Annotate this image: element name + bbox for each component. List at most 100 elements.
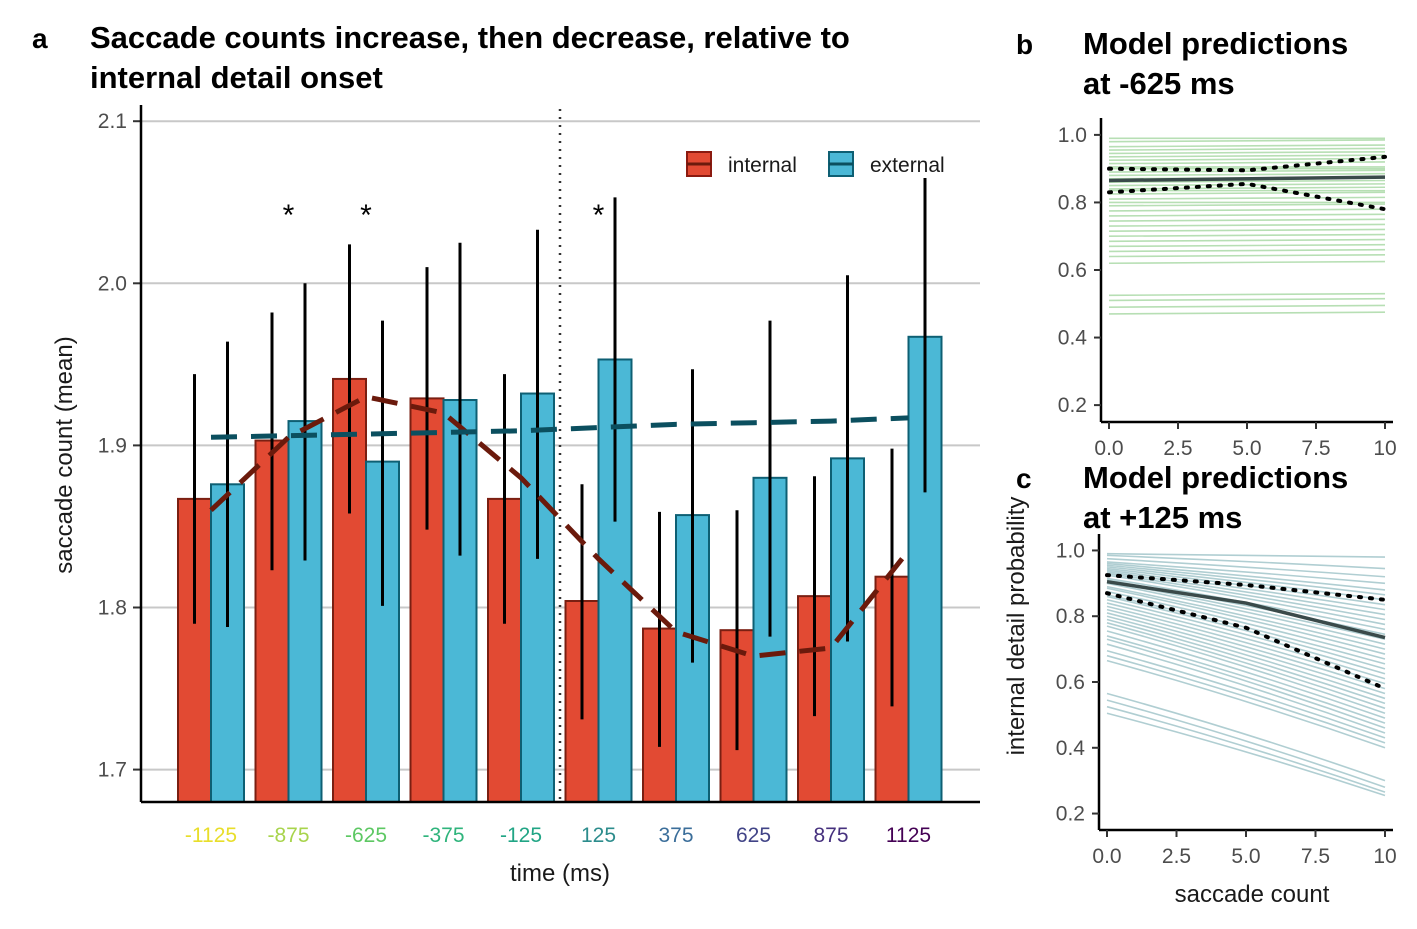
x-tick-label: 5.0 (1231, 845, 1260, 868)
sample-line (1106, 582, 1386, 645)
panel-a-labels: 1.7 1.8 1.9 2.0 2.1 -1125 -875 -625 -375 -125 125 3… (51, 110, 931, 887)
trend-line-external (210, 415, 909, 440)
x-tick-label-875: 875 (813, 824, 848, 847)
sample-line (1108, 238, 1386, 243)
sample-line (1106, 659, 1386, 749)
sample-line (1106, 622, 1386, 710)
sample-line (1106, 712, 1386, 797)
y-tick-label: 0.6 (1058, 259, 1087, 282)
sample-line (1108, 183, 1386, 187)
sample-line (1106, 635, 1386, 724)
sample-line (1108, 254, 1386, 258)
sample-line (1106, 654, 1386, 744)
panel-c-letter: c (1016, 463, 1032, 494)
mean-prediction-line (1106, 579, 1386, 640)
sample-line (1106, 562, 1386, 591)
y-axis-title: saccade count (mean) (51, 336, 78, 573)
panel-b-title-line2: at -625 ms (1083, 66, 1235, 101)
sample-line (1106, 705, 1386, 793)
x-tick-label--1125: -1125 (185, 824, 237, 847)
sample-line (1108, 144, 1386, 148)
sample-line (1106, 649, 1386, 739)
x-tick-label-375: 375 (658, 824, 693, 847)
sample-line (1108, 248, 1386, 253)
bar-external-1125 (907, 335, 943, 803)
sample-line (1108, 150, 1386, 155)
panel-a-axes (133, 105, 980, 804)
y-tick-label: 1.7 (98, 759, 127, 782)
significance-star-125: * (593, 199, 605, 232)
ci-lower-line (1105, 591, 1387, 691)
panel-a-error-bars (193, 177, 927, 751)
y-tick-label: 0.8 (1056, 605, 1085, 628)
sample-line (1106, 598, 1386, 675)
sample-line (1106, 574, 1386, 626)
sample-line (1108, 191, 1386, 195)
y-tick-label: 0.6 (1056, 671, 1085, 694)
y-tick-label: 1.8 (98, 596, 127, 619)
y-tick-label: 0.4 (1056, 737, 1086, 760)
sample-line (1108, 139, 1386, 143)
x-tick-label: 0.0 (1094, 437, 1123, 460)
x-tick-label-1125: 1125 (886, 824, 931, 847)
x-tick-label: 7.5 (1301, 437, 1330, 460)
x-tick-label--375: -375 (422, 824, 464, 847)
sample-line (1106, 552, 1386, 558)
sample-line (1108, 213, 1386, 217)
panel-b-plot: 0.2 0.4 0.6 0.8 1.0 0.0 2.5 5.0 7.5 10 (1058, 118, 1397, 460)
x-tick-label-125: 125 (581, 824, 616, 847)
sample-line (1106, 612, 1386, 695)
sample-line (1108, 208, 1386, 212)
sample-line (1106, 585, 1386, 650)
y-tick-label: 2.1 (98, 110, 127, 133)
mean-prediction-line (1108, 175, 1386, 183)
sample-line (1106, 630, 1386, 719)
sample-line (1106, 638, 1386, 729)
x-tick-label: 2.5 (1163, 437, 1192, 460)
sample-line (1106, 590, 1386, 660)
sample-line (1108, 157, 1386, 162)
panel-a-title-line1: Saccade counts increase, then decrease, … (90, 20, 850, 55)
y-tick-label: 0.2 (1058, 394, 1087, 417)
y-tick-label: 2.0 (98, 272, 127, 295)
sample-line (1108, 260, 1386, 265)
x-tick-label--625: -625 (345, 824, 387, 847)
sample-line (1108, 179, 1386, 183)
sample-line (1106, 602, 1386, 680)
legend-external-label: external (870, 154, 945, 177)
x-tick-label: 5.0 (1232, 437, 1261, 460)
sample-line (1108, 161, 1386, 165)
sample-line (1108, 292, 1386, 297)
x-tick-label: 0.0 (1092, 845, 1121, 868)
panel-a-trend-lines (209, 394, 911, 659)
panel-a-letter: a (32, 23, 48, 54)
sample-line (1108, 223, 1386, 227)
x-axis-title: saccade count (1175, 881, 1330, 908)
x-tick-label--875: -875 (267, 824, 309, 847)
panel-a-bars (177, 335, 943, 804)
sample-line (1108, 228, 1386, 232)
sample-line (1108, 147, 1386, 151)
x-tick-label: 7.5 (1301, 845, 1330, 868)
y-tick-label: 0.4 (1058, 327, 1088, 350)
sample-line (1106, 567, 1386, 606)
x-tick-label: 10 (1373, 437, 1396, 460)
panel-c-title-line2: at +125 ms (1083, 500, 1242, 535)
sample-line (1106, 554, 1386, 570)
sample-line (1106, 625, 1386, 714)
sample-line (1108, 243, 1386, 248)
x-tick-label: 10 (1373, 845, 1396, 868)
sample-line (1106, 564, 1386, 596)
panel-a-title-line2: internal detail onset (90, 60, 383, 95)
sample-line (1106, 557, 1386, 578)
sample-line (1108, 304, 1386, 308)
sample-line (1106, 608, 1386, 690)
x-tick-label--125: -125 (500, 824, 542, 847)
sample-line (1106, 643, 1386, 734)
y-tick-label: 0.2 (1056, 803, 1085, 826)
sample-line (1108, 186, 1386, 190)
panel-c-plot: 0.2 0.4 0.6 0.8 1.0 0.0 2.5 5.0 7.5 10 saccade cou… (1003, 497, 1397, 908)
y-axis-title: internal detail probability (1003, 497, 1030, 756)
sample-line (1108, 203, 1386, 207)
panel-b-letter: b (1016, 29, 1033, 60)
